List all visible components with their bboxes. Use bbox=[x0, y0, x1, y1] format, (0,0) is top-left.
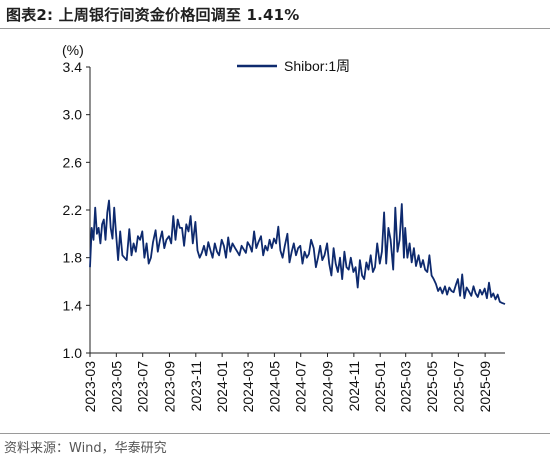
x-tick-label: 2024-01 bbox=[214, 361, 230, 413]
x-tick-label: 2023-05 bbox=[108, 361, 124, 413]
x-tick-label: 2024-07 bbox=[293, 361, 309, 413]
y-tick-label: 1.4 bbox=[63, 297, 83, 313]
x-tick-label: 2023-03 bbox=[82, 361, 98, 413]
x-tick-label: 2024-05 bbox=[266, 361, 282, 413]
y-tick-label: 1.0 bbox=[63, 345, 83, 361]
x-tick-label: 2023-07 bbox=[135, 361, 151, 413]
x-tick-label: 2025-05 bbox=[424, 361, 440, 413]
figure-title: 图表2: 上周银行间资金价格回调至 1.41% bbox=[6, 6, 300, 24]
y-tick-label: 3.0 bbox=[63, 107, 83, 123]
x-tick-label: 2024-03 bbox=[240, 361, 256, 413]
y-tick-label: 3.4 bbox=[63, 59, 83, 75]
x-tick-label: 2025-03 bbox=[398, 361, 414, 413]
source-divider bbox=[0, 433, 550, 434]
x-tick-label: 2024-09 bbox=[320, 361, 336, 413]
x-tick-label: 2024-11 bbox=[346, 361, 362, 412]
x-tick-label: 2025-09 bbox=[477, 361, 493, 413]
y-tick-label: 2.2 bbox=[63, 202, 83, 218]
x-tick-label: 2023-09 bbox=[161, 361, 177, 413]
y-tick-label: 2.6 bbox=[63, 154, 83, 170]
x-tick-label: 2025-07 bbox=[450, 361, 466, 413]
source-note: 资料来源：Wind，华泰研究 bbox=[4, 441, 167, 456]
chart-axes: (%) 1.0 1.4 1.8 2.2 2.6 3.0 3.4 2023-03 2023-05 20… bbox=[62, 42, 505, 412]
title-divider bbox=[0, 28, 550, 29]
x-tick-label: 2025-01 bbox=[372, 361, 388, 413]
line-chart: (%) 1.0 1.4 1.8 2.2 2.6 3.0 3.4 2023-03 2023-05 20… bbox=[62, 42, 506, 412]
y-axis-unit: (%) bbox=[62, 42, 84, 58]
chart-legend: Shibor:1周 bbox=[237, 58, 350, 74]
legend-label: Shibor:1周 bbox=[284, 58, 350, 74]
y-tick-label: 1.8 bbox=[63, 250, 83, 266]
series-layer bbox=[89, 199, 506, 305]
x-tick-label: 2023-11 bbox=[188, 361, 204, 412]
series-line-shibor-1w bbox=[89, 199, 506, 305]
